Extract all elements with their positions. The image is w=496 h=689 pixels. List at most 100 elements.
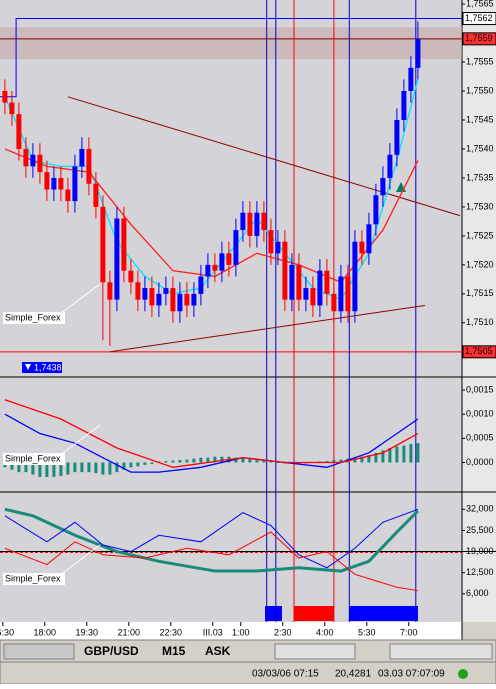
candle-body [23, 148, 29, 167]
scroll[interactable] [3, 643, 75, 660]
candle-body [93, 183, 99, 207]
x-tick-label: 22:30 [160, 627, 183, 637]
price-type[interactable]: ASK [205, 644, 231, 658]
bar-time: 03/03/06 07:15 [252, 669, 319, 680]
hist-bar [129, 462, 133, 468]
candle-body [359, 241, 365, 254]
candle-body [212, 264, 218, 271]
candle-body [114, 218, 120, 300]
tool-buttons[interactable] [274, 643, 356, 660]
hist-bar [395, 446, 399, 463]
y-tick-label: 1,7555 [466, 56, 494, 66]
candle-body [352, 241, 358, 312]
candle-body [72, 166, 78, 202]
hist-bar [108, 462, 112, 475]
candle-body [156, 293, 162, 306]
candle-body [9, 102, 15, 115]
trendline [67, 96, 461, 217]
y-tick-label: 25,500 [466, 525, 494, 535]
hist-bar [178, 460, 182, 463]
candle-body [380, 177, 386, 196]
candle-body [282, 241, 288, 300]
candle-body [177, 293, 183, 312]
indicator-line [4, 413, 419, 473]
candle-body [408, 67, 414, 91]
symbol[interactable]: GBP/USD [84, 644, 139, 658]
hist-bar [94, 462, 98, 474]
indicator-label: Simple_Forex [5, 453, 61, 463]
hist-bar [339, 459, 343, 463]
y-tick-label: 1,7565 [466, 0, 494, 8]
clock: 03.03 07:07:09 [378, 669, 445, 680]
hist-bar [192, 458, 196, 463]
hist-bar [206, 457, 210, 463]
hist-bar [374, 452, 378, 463]
indicator-line [4, 508, 419, 569]
hist-bar [367, 455, 371, 463]
connection-icon [458, 669, 468, 679]
hist-bar [24, 462, 28, 473]
y-tick-label: 19,000 [466, 546, 494, 556]
hist-bar [73, 462, 77, 473]
candle-body [121, 218, 127, 271]
hist-bar [199, 457, 203, 463]
marker [349, 606, 418, 621]
y-tick-label: 0,0005 [466, 433, 494, 443]
candle-body [149, 288, 155, 306]
marker [265, 606, 282, 621]
candle-body [233, 230, 239, 265]
y-tick-label: 6,000 [466, 588, 489, 598]
indicator-line [4, 399, 419, 468]
x-tick-label: 7:00 [400, 627, 418, 637]
indicator-label: Simple_Forex [5, 573, 61, 583]
hist-bar [101, 462, 105, 475]
hist-bar [213, 456, 217, 463]
candle-body [79, 148, 85, 167]
candle-body [226, 253, 232, 265]
marker [294, 606, 334, 621]
hist-bar [10, 462, 14, 470]
candle-body [170, 288, 176, 312]
trendline [109, 304, 425, 353]
indicator-line [4, 531, 418, 592]
hist-bar [381, 450, 385, 463]
candle-body [205, 264, 211, 277]
hist-bar [31, 462, 35, 475]
candle-body [324, 270, 330, 294]
candle-body [268, 230, 274, 254]
price-label-box [462, 12, 496, 26]
y-tick-label: 1,7540 [466, 143, 494, 153]
candle-body [240, 212, 246, 231]
timeframe[interactable]: M15 [162, 644, 186, 658]
y-tick-label: 0,0010 [466, 409, 494, 419]
plot: 1,7565 1,7555 1,7550 1,7545 1,7540 1,7535 1,75… [0, 0, 496, 637]
marker-row [0, 605, 462, 622]
trendline [0, 18, 462, 98]
y-tick-label: 0,0015 [466, 384, 494, 394]
hist-bar [325, 461, 329, 463]
price-label: 1,7562 [465, 13, 493, 23]
label-box [3, 312, 65, 324]
y-tick-label: 32,000 [466, 504, 494, 514]
hist-bar [17, 462, 21, 473]
y-tick-label: 1,7535 [466, 172, 494, 182]
candle-body [310, 288, 316, 306]
candle-body [317, 270, 323, 306]
x-tick-label: 4:00 [316, 627, 334, 637]
candle-body [100, 206, 106, 283]
candle-body [184, 293, 190, 306]
candle-body [373, 195, 379, 225]
candle-body [37, 154, 43, 173]
candle-body [345, 276, 351, 312]
candle-body [247, 212, 253, 236]
candle-body [163, 288, 169, 294]
hist-bar [262, 460, 266, 463]
candle-body [366, 224, 372, 254]
candle-body [394, 119, 400, 155]
hist-bar [164, 461, 168, 463]
annotation: 1,7438 [34, 362, 62, 372]
candle-body [2, 90, 8, 103]
candle-body [331, 293, 337, 312]
tool-buttons[interactable] [389, 643, 493, 660]
